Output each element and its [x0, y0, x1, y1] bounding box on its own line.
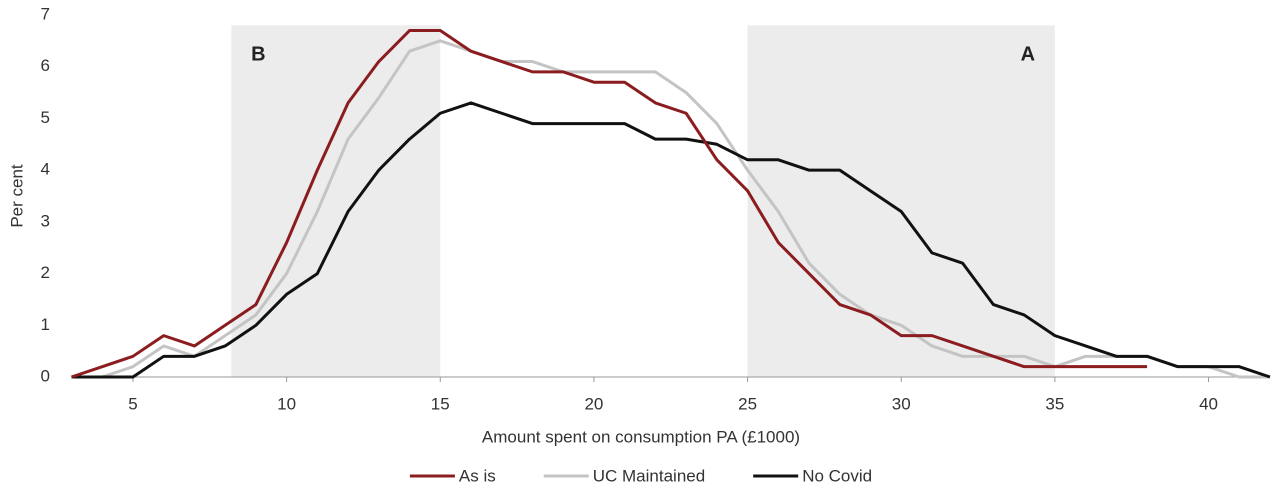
y-tick-label: 6	[41, 56, 50, 75]
x-tick-label: 40	[1199, 394, 1218, 413]
legend-label: No Covid	[802, 466, 872, 485]
region-label: B	[251, 43, 265, 65]
x-axis-label: Amount spent on consumption PA (£1000)	[482, 427, 800, 446]
series-line	[71, 39, 1270, 379]
y-axis-label: Per cent	[7, 164, 26, 228]
y-tick-label: 5	[41, 108, 50, 127]
y-tick-label: 4	[41, 160, 50, 179]
series-line	[71, 101, 1271, 379]
y-tick-label: 3	[41, 211, 50, 230]
region-label: A	[1021, 43, 1035, 65]
y-tick-label: 7	[41, 4, 50, 23]
y-tick-label: 0	[41, 366, 50, 385]
x-tick-label: 5	[128, 394, 137, 413]
y-tick-label: 2	[41, 263, 50, 282]
legend-label: UC Maintained	[593, 466, 705, 485]
y-tick-label: 1	[41, 315, 50, 334]
x-tick-label: 35	[1045, 394, 1064, 413]
shaded-region	[231, 25, 441, 377]
x-tick-label: 30	[892, 394, 911, 413]
x-tick-label: 20	[584, 394, 603, 413]
x-tick-label: 15	[431, 394, 450, 413]
shaded-region	[747, 25, 1055, 377]
x-tick-label: 25	[738, 394, 757, 413]
legend-label: As is	[459, 466, 496, 485]
x-tick-label: 10	[277, 394, 296, 413]
series-line	[71, 29, 1148, 379]
legend: As is UC Maintained No Covid	[409, 466, 872, 485]
